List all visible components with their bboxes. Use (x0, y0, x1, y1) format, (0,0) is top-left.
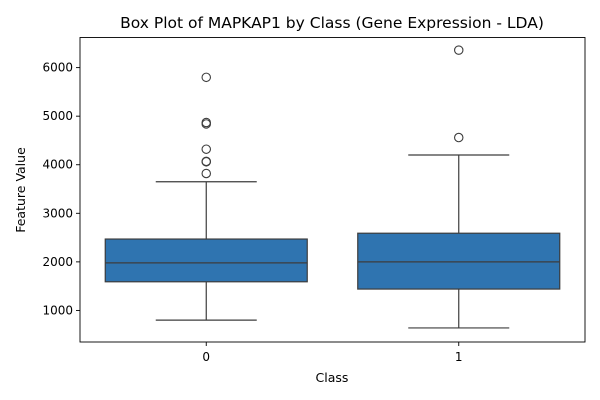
outlier-point (453, 45, 464, 55)
outlier-point (201, 156, 212, 167)
y-tick-label: 4000 (42, 158, 73, 172)
y-axis-label: Feature Value (13, 147, 28, 233)
y-tick-label: 6000 (42, 61, 73, 75)
outlier-point (201, 72, 212, 83)
outlier-point (201, 168, 212, 179)
outlier-point (201, 144, 212, 154)
plot-area: 1000 2000 3000 4000 5000 6000 0 1 (42, 45, 561, 364)
box-iqr-class-0 (104, 238, 308, 283)
box-iqr-class-1 (357, 232, 561, 290)
y-tick-label: 5000 (42, 109, 73, 123)
y-tick-label: 1000 (42, 303, 73, 317)
plot-frame (79, 37, 586, 343)
chart-title: Box Plot of MAPKAP1 by Class (Gene Expre… (120, 14, 544, 32)
x-tick-label: 1 (455, 350, 463, 364)
outlier-point (201, 117, 212, 128)
y-tick-label: 2000 (42, 255, 73, 269)
x-axis-label: Class (316, 370, 349, 385)
y-tick-label: 3000 (42, 206, 73, 220)
outlier-point (453, 132, 464, 143)
x-tick-label: 0 (202, 350, 210, 364)
